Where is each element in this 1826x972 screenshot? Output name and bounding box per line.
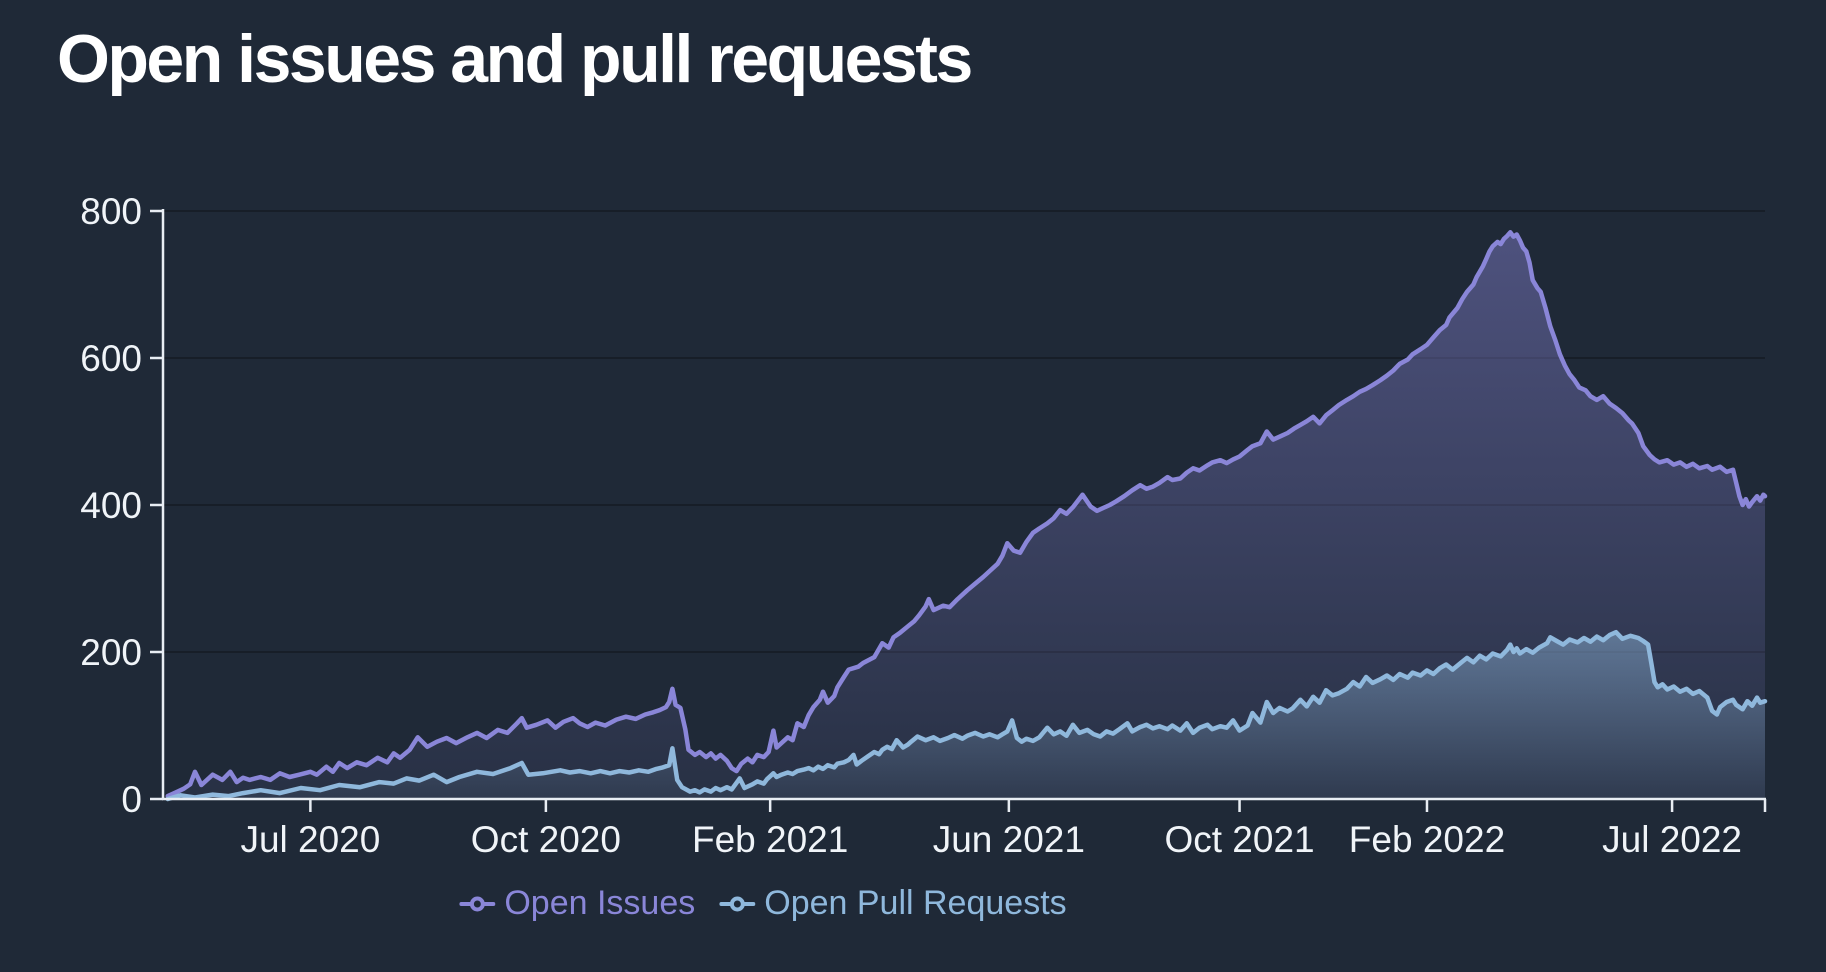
x-tick-label-feb-2022: Feb 2022 bbox=[1349, 819, 1505, 860]
y-tick-label-400: 400 bbox=[80, 485, 142, 526]
legend-item-open-pull-requests[interactable]: Open Pull Requests bbox=[719, 884, 1067, 923]
y-tick-label-200: 200 bbox=[80, 632, 142, 673]
page-title: Open issues and pull requests bbox=[57, 21, 973, 97]
x-tick-label-oct-2020: Oct 2020 bbox=[471, 819, 621, 860]
y-tick-label-0: 0 bbox=[121, 779, 142, 820]
open-pull-requests-line bbox=[165, 629, 1768, 802]
legend-label-open-issues: Open Issues bbox=[504, 884, 696, 922]
x-tick-label-feb-2021: Feb 2021 bbox=[692, 819, 848, 860]
x-tick-label-jun-2021: Jun 2021 bbox=[933, 819, 1085, 860]
open-pull-requests-area bbox=[167, 632, 1765, 799]
x-tick-label-jul-2022: Jul 2022 bbox=[1602, 819, 1742, 860]
legend-label-open-pull-requests: Open Pull Requests bbox=[764, 884, 1067, 922]
legend: Open Issues Open Pull Requests bbox=[459, 884, 1067, 923]
y-tick-label-800: 800 bbox=[80, 191, 142, 232]
x-tick-label-jul-2020: Jul 2020 bbox=[240, 819, 380, 860]
open-issues-area bbox=[167, 232, 1765, 800]
legend-item-open-issues[interactable]: Open Issues bbox=[459, 884, 695, 923]
open-issues-line bbox=[165, 230, 1768, 799]
open-pull-requests-legend-marker-icon bbox=[719, 896, 756, 911]
open-issues-legend-marker-icon bbox=[459, 896, 496, 911]
y-tick-label-600: 600 bbox=[80, 338, 142, 379]
x-tick-label-oct-2021: Oct 2021 bbox=[1164, 819, 1314, 860]
